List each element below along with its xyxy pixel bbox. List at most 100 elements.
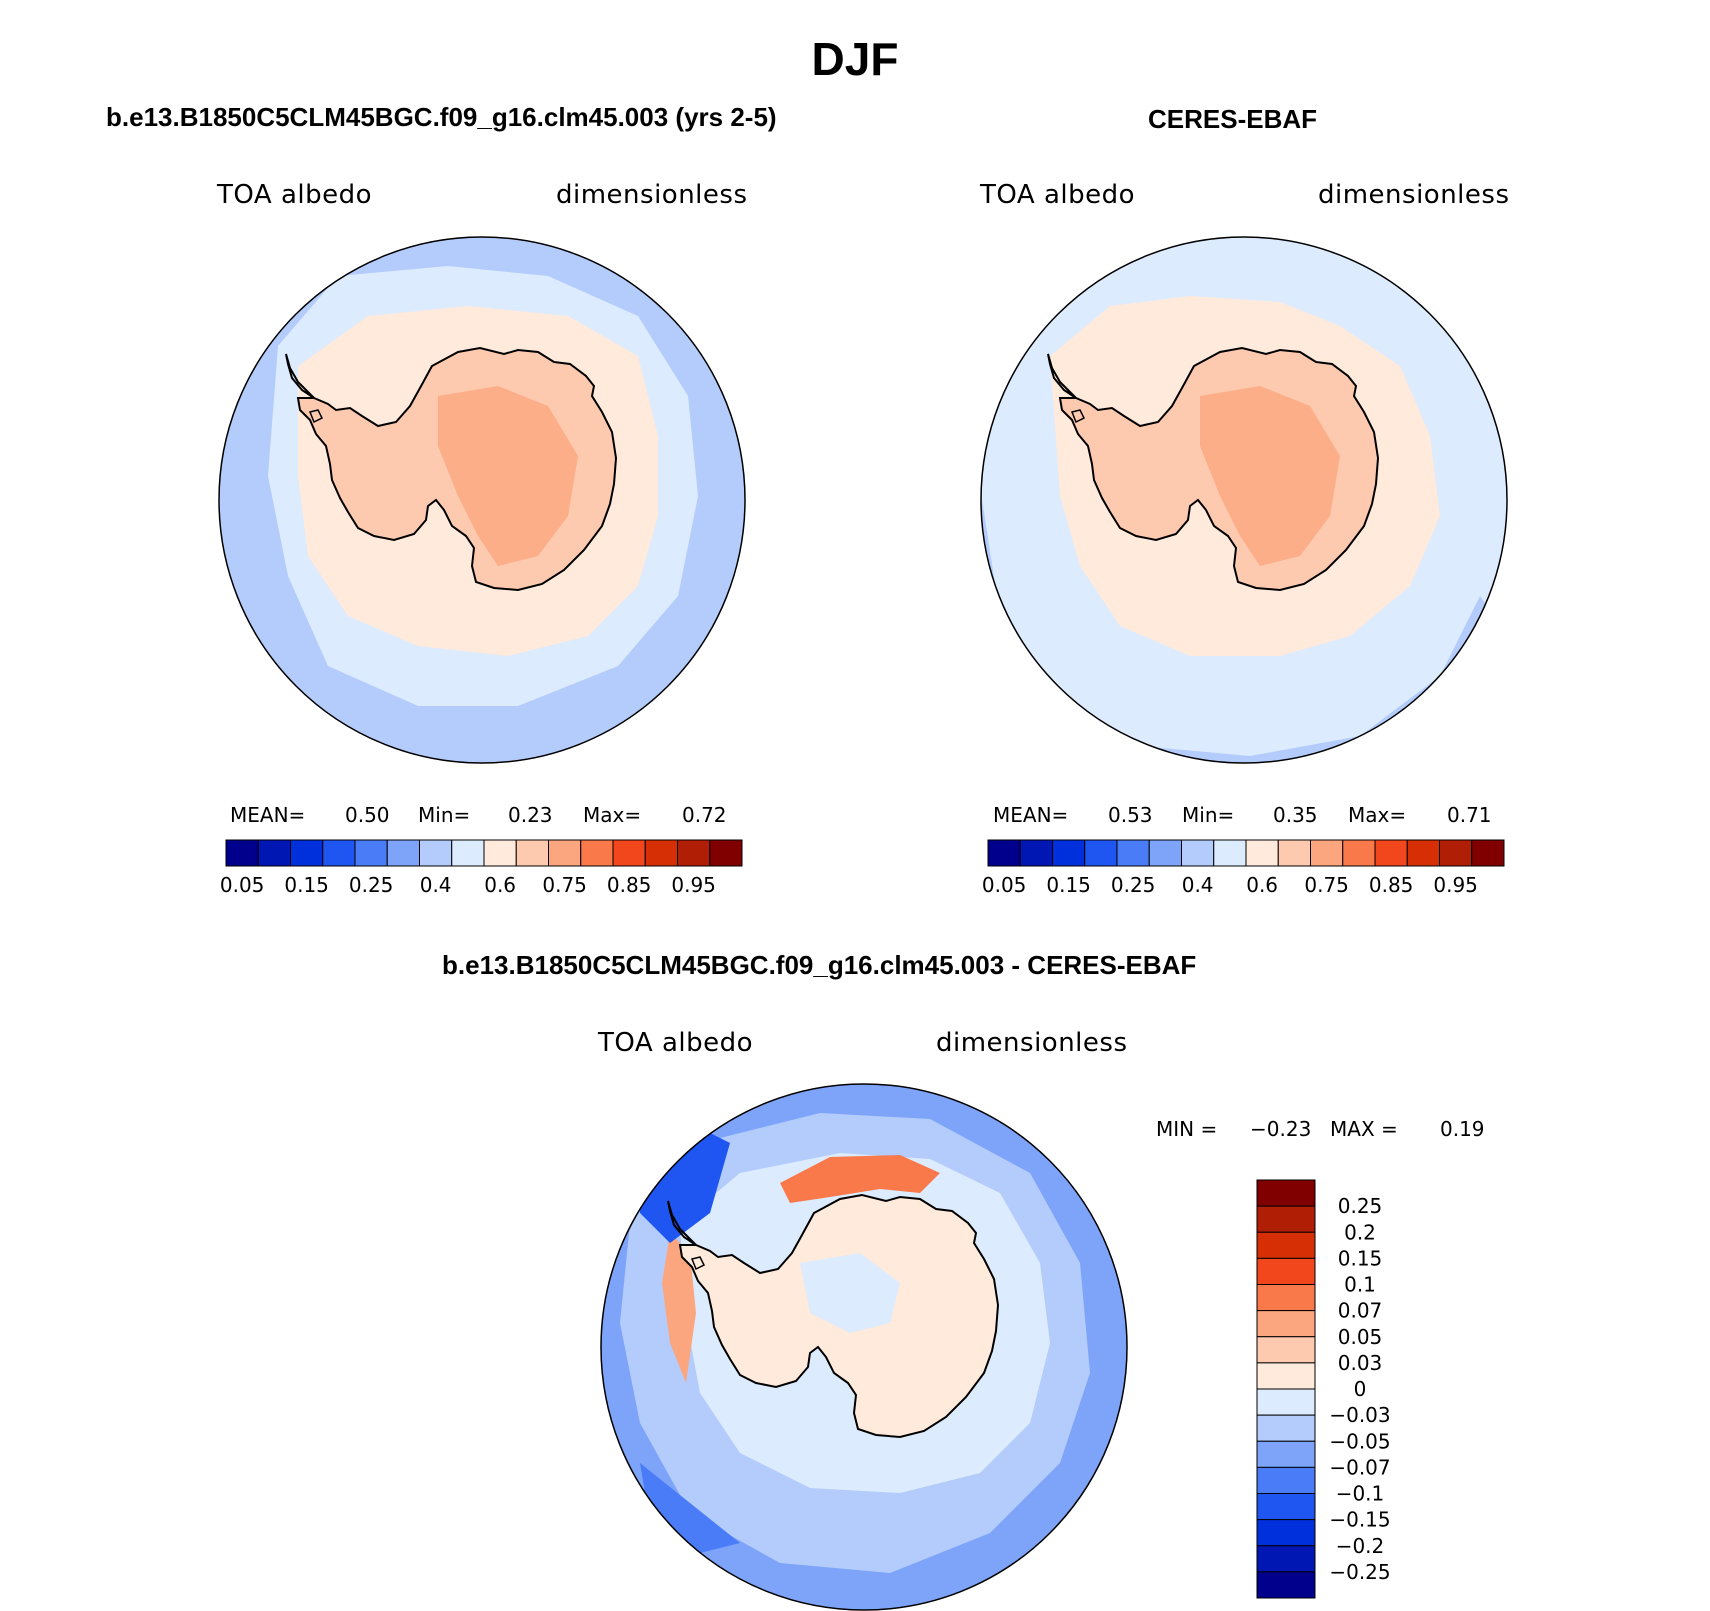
colorbar-swatch: [322, 839, 356, 867]
colorbar-swatch: [1310, 839, 1344, 867]
ice-shelf-outline: [690, 1256, 706, 1271]
colorbar-tick-label: 0.85: [607, 873, 652, 897]
panel-obs-title: CERES-EBAF: [1148, 104, 1318, 134]
map-obs-antarctica: [980, 236, 1508, 764]
colorbar-swatch: [1256, 1493, 1316, 1521]
colorbar-swatch: [1148, 839, 1182, 867]
colorbar-swatch: [1374, 839, 1408, 867]
colorbar-tick-label: 0.15: [1046, 873, 1091, 897]
colorbar-tick-label: −0.05: [1329, 1429, 1390, 1453]
colorbar-swatch: [612, 839, 646, 867]
colorbar-swatch: [1245, 839, 1279, 867]
panel-obs-min-label: Min=: [1182, 803, 1235, 827]
colorbar-swatch: [1256, 1466, 1316, 1494]
panel-model-min-value: 0.23: [508, 803, 553, 827]
colorbar-swatch: [1052, 839, 1086, 867]
colorbar-swatch: [257, 839, 291, 867]
colorbar-tick-label: 0.25: [349, 873, 394, 897]
map-field: [981, 237, 1507, 763]
ice-shelf-outline: [1070, 409, 1086, 424]
peninsula-coastline: [667, 1200, 697, 1246]
plateau-field: [438, 386, 578, 566]
colorbar-swatch: [580, 839, 614, 867]
colorbar-swatch: [1256, 1545, 1316, 1573]
coastline: [678, 1193, 1000, 1439]
panel-model-mean-value: 0.50: [345, 803, 390, 827]
colorbar-swatch: [1256, 1571, 1316, 1599]
colorbar-swatch: [451, 839, 485, 867]
colorbar-swatch: [290, 839, 324, 867]
colorbar-tick-label: 0.85: [1369, 873, 1414, 897]
colorbar-tick-label: 0: [1354, 1377, 1367, 1401]
colorbar-tick-label: 0.4: [1182, 873, 1214, 897]
map-difference-antarctica: [600, 1083, 1128, 1611]
colorbar-swatch: [354, 839, 388, 867]
colorbar-swatch: [515, 839, 549, 867]
colorbar-swatch: [1471, 839, 1505, 867]
peninsula-coastline: [1047, 353, 1077, 399]
diff-units: dimensionless: [936, 1028, 1128, 1058]
diff-max-label: MAX =: [1330, 1117, 1398, 1141]
colorbar-swatch: [1256, 1310, 1316, 1338]
colorbar-swatch: [1406, 839, 1440, 867]
colorbar-tick-label: 0.25: [1338, 1194, 1383, 1218]
colorbar-swatch: [1439, 839, 1473, 867]
diff-max-value: 0.19: [1440, 1117, 1485, 1141]
plateau-field: [1200, 386, 1340, 566]
colorbar-swatch: [1256, 1519, 1316, 1547]
panel-obs-max-value: 0.71: [1447, 803, 1492, 827]
colorbar-swatch: [677, 839, 711, 867]
ice-shelf-outline: [308, 409, 324, 424]
map-field: [219, 237, 745, 763]
colorbar-tick-label: −0.25: [1329, 1560, 1390, 1584]
colorbar-swatch: [1256, 1231, 1316, 1259]
colorbar-swatch: [1256, 1205, 1316, 1233]
map-model-antarctica: [218, 236, 746, 764]
colorbar-swatch: [548, 839, 582, 867]
colorbar-swatch: [419, 839, 453, 867]
panel-model-max-label: Max=: [583, 803, 642, 827]
colorbar-swatch: [1116, 839, 1150, 867]
panel-model-max-value: 0.72: [682, 803, 727, 827]
colorbar-tick-label: −0.07: [1329, 1455, 1390, 1479]
colorbar-swatch: [1256, 1388, 1316, 1416]
colorbar-tick-label: 0.07: [1338, 1299, 1383, 1323]
colorbar-swatch: [1277, 839, 1311, 867]
colorbar-swatch: [483, 839, 517, 867]
colorbar-swatch: [1213, 839, 1247, 867]
panel-obs-min-value: 0.35: [1273, 803, 1318, 827]
colorbar-tick-label: 0.1: [1344, 1273, 1376, 1297]
colorbar-tick-label: 0.05: [1338, 1325, 1383, 1349]
positive-anomaly-west: [662, 1233, 696, 1383]
colorbar-tick-label: 0.6: [1246, 873, 1278, 897]
colorbar-tick-label: −0.15: [1329, 1508, 1390, 1532]
colorbar-swatch: [1084, 839, 1118, 867]
diff-min-value: −0.23: [1250, 1117, 1312, 1141]
colorbar-swatch: [1256, 1336, 1316, 1364]
colorbar-swatch: [1181, 839, 1215, 867]
panel-obs-max-label: Max=: [1348, 803, 1407, 827]
diff-title: b.e13.B1850C5CLM45BGC.f09_g16.clm45.003 …: [442, 950, 1197, 980]
colorbar-tick-label: 0.75: [1304, 873, 1349, 897]
plateau-field: [800, 1253, 900, 1333]
peninsula-coastline: [285, 353, 315, 399]
colorbar-tick-label: 0.95: [1433, 873, 1478, 897]
map-border: [218, 236, 746, 764]
map-border: [980, 236, 1508, 764]
colorbar-swatch: [386, 839, 420, 867]
panel-model-title: b.e13.B1850C5CLM45BGC.f09_g16.clm45.003 …: [106, 102, 777, 132]
panel-model-mean-label: MEAN=: [230, 803, 306, 827]
colorbar-tick-label: 0.75: [542, 873, 587, 897]
colorbar-swatch: [1256, 1362, 1316, 1390]
colorbar-tick-label: 0.15: [1338, 1246, 1383, 1270]
panel-obs-units: dimensionless: [1318, 180, 1510, 210]
colorbar-tick-label: 0.25: [1111, 873, 1156, 897]
panel-model-units: dimensionless: [556, 180, 748, 210]
colorbar-swatch: [1256, 1179, 1316, 1207]
colorbar-swatch: [1019, 839, 1053, 867]
coastline: [1058, 346, 1380, 592]
colorbar-tick-label: 0.6: [484, 873, 516, 897]
colorbar-tick-label: −0.2: [1336, 1534, 1385, 1558]
colorbar-obs: 0.05 0.15 0.25 0.4 0.6 0.75 0.85 0.95: [982, 839, 1505, 897]
positive-anomaly-north: [780, 1155, 940, 1203]
